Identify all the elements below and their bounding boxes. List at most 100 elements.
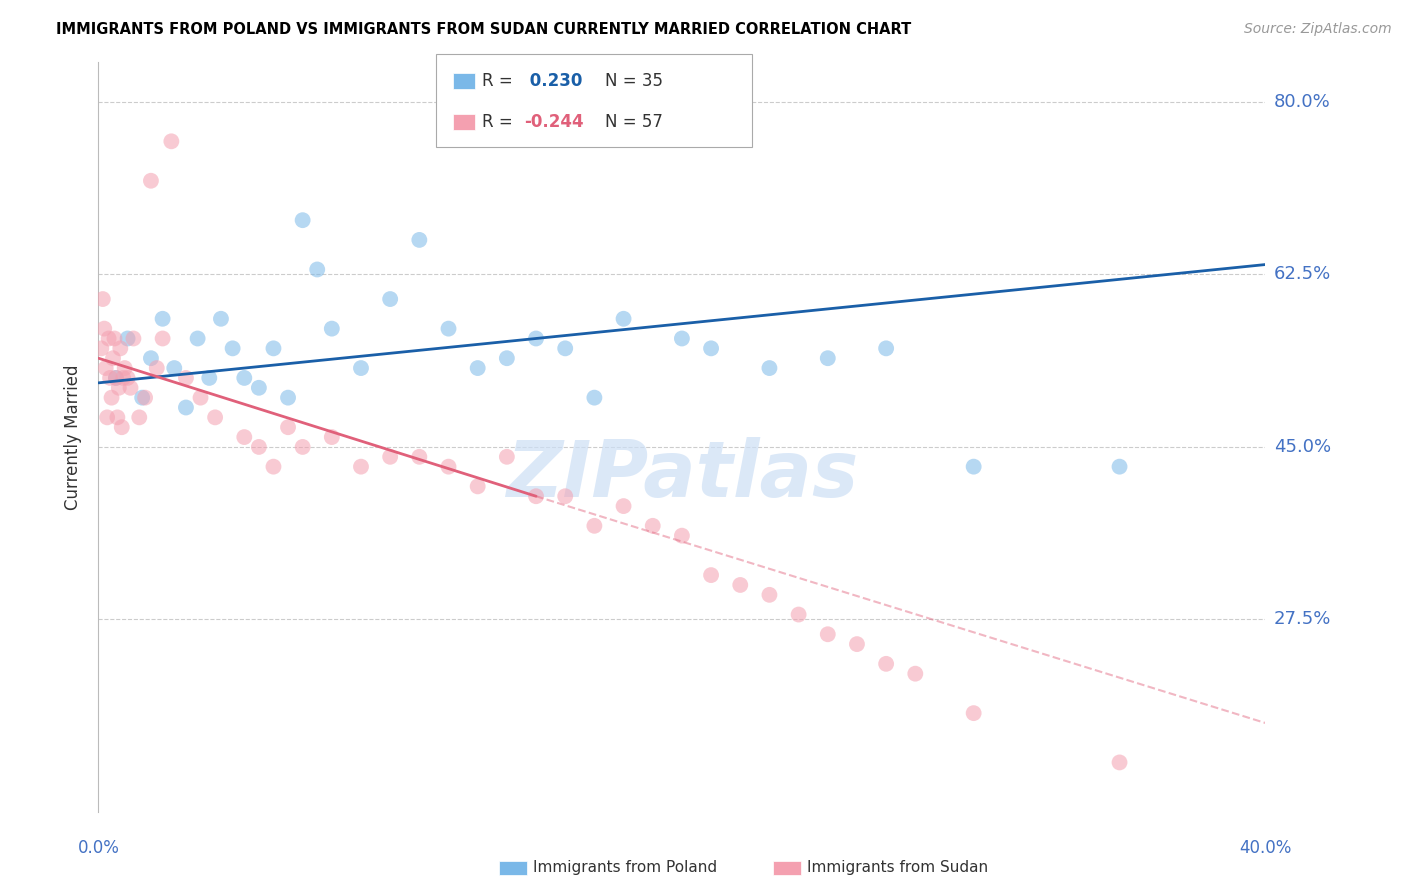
Point: [100, 391, 122, 405]
Point: [554, 489, 576, 503]
Point: [467, 361, 489, 376]
Point: [90, 342, 112, 356]
Point: [262, 459, 284, 474]
Point: [122, 331, 145, 345]
Point: [104, 371, 127, 385]
Point: [152, 311, 174, 326]
Point: [875, 342, 897, 356]
Text: -0.244: -0.244: [524, 112, 583, 130]
Point: [700, 568, 723, 582]
Point: [700, 342, 723, 356]
Point: [110, 342, 132, 356]
Point: [111, 420, 134, 434]
Point: [103, 331, 125, 345]
Text: R =: R =: [482, 112, 513, 130]
Point: [787, 607, 810, 622]
Point: [671, 529, 693, 543]
Point: [277, 420, 299, 434]
Y-axis label: Currently Married: Currently Married: [65, 364, 83, 510]
Point: [758, 588, 780, 602]
Point: [198, 371, 221, 385]
Point: [221, 342, 243, 356]
Point: [583, 391, 606, 405]
Point: [495, 450, 517, 464]
Point: [117, 331, 139, 345]
Point: [307, 262, 329, 277]
Point: [378, 292, 402, 306]
Point: [174, 371, 197, 385]
Point: [91, 292, 114, 306]
Point: [152, 331, 174, 345]
Point: [98, 371, 121, 385]
Point: [437, 459, 460, 474]
Point: [120, 381, 142, 395]
Text: N = 57: N = 57: [605, 112, 662, 130]
Text: Immigrants from Sudan: Immigrants from Sudan: [807, 861, 988, 875]
Point: [128, 410, 150, 425]
Text: IMMIGRANTS FROM POLAND VS IMMIGRANTS FROM SUDAN CURRENTLY MARRIED CORRELATION CH: IMMIGRANTS FROM POLAND VS IMMIGRANTS FRO…: [56, 22, 911, 37]
Point: [160, 134, 183, 148]
Point: [204, 410, 226, 425]
Point: [97, 331, 120, 345]
Point: [758, 361, 780, 376]
Point: [904, 666, 927, 681]
Point: [408, 233, 430, 247]
Point: [291, 213, 314, 227]
Point: [321, 430, 343, 444]
Point: [641, 518, 664, 533]
Point: [321, 321, 343, 335]
Point: [277, 391, 299, 405]
Text: 40.0%: 40.0%: [1239, 839, 1292, 857]
Text: Immigrants from Poland: Immigrants from Poland: [533, 861, 717, 875]
Point: [139, 174, 162, 188]
Text: 62.5%: 62.5%: [1274, 266, 1331, 284]
Point: [101, 351, 124, 366]
Point: [163, 361, 186, 376]
Point: [114, 361, 136, 376]
Point: [583, 518, 606, 533]
Point: [134, 391, 156, 405]
Point: [187, 331, 209, 345]
Text: 45.0%: 45.0%: [1274, 438, 1331, 456]
Text: 27.5%: 27.5%: [1274, 610, 1331, 629]
Point: [437, 321, 460, 335]
Point: [112, 371, 135, 385]
Point: [817, 351, 839, 366]
Point: [467, 479, 489, 493]
Point: [233, 371, 256, 385]
Point: [962, 706, 984, 720]
Point: [612, 311, 634, 326]
Point: [524, 489, 547, 503]
Point: [817, 627, 839, 641]
Text: 0.0%: 0.0%: [77, 839, 120, 857]
Point: [524, 331, 547, 345]
Point: [190, 391, 212, 405]
Text: R =: R =: [482, 72, 513, 90]
Text: 80.0%: 80.0%: [1274, 93, 1330, 111]
Point: [146, 361, 169, 376]
Point: [104, 371, 127, 385]
Point: [209, 311, 232, 326]
Point: [105, 410, 128, 425]
Point: [612, 499, 634, 513]
Text: Source: ZipAtlas.com: Source: ZipAtlas.com: [1244, 22, 1392, 37]
Point: [93, 321, 115, 335]
Point: [845, 637, 868, 651]
Point: [139, 351, 162, 366]
Point: [554, 342, 576, 356]
Point: [671, 331, 693, 345]
Point: [350, 459, 373, 474]
Text: 0.230: 0.230: [524, 72, 583, 90]
Point: [247, 440, 270, 454]
Point: [233, 430, 256, 444]
Text: ZIPatlas: ZIPatlas: [506, 436, 858, 513]
Text: N = 35: N = 35: [605, 72, 662, 90]
Point: [131, 391, 153, 405]
Point: [730, 578, 752, 592]
Point: [117, 371, 139, 385]
Point: [495, 351, 517, 366]
Point: [408, 450, 430, 464]
Point: [291, 440, 314, 454]
Point: [875, 657, 897, 671]
Point: [108, 381, 131, 395]
